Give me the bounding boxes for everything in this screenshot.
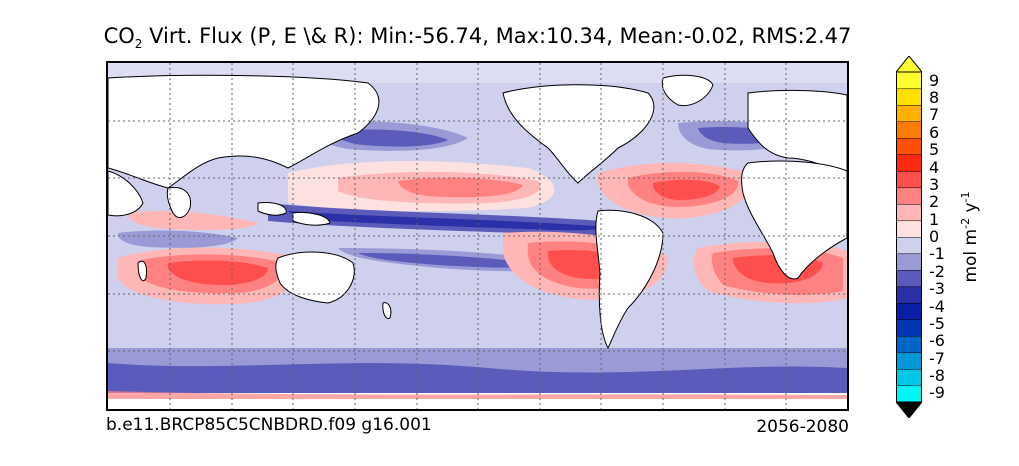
case-name: b.e11.BRCP85C5CNBDRD.f09 g16.001 <box>106 415 432 435</box>
colorbar-tick-label: 8 <box>929 88 940 108</box>
colorbar-ticks: 9 8 7 6 5 4 3 2 1 0 -1 -2 -3 -4 -5 -6 -7 -8 -9 <box>929 72 959 402</box>
colorbar-tick-label: 9 <box>929 70 940 90</box>
colorbar-segment <box>896 352 922 370</box>
year-range: 2056-2080 <box>756 417 849 437</box>
colorbar-segment <box>896 104 922 123</box>
colorbar-tick-label: 0 <box>929 227 940 246</box>
colorbar-segment <box>896 203 922 222</box>
colorbar-tick-label: 3 <box>929 174 940 194</box>
colorbar-segment <box>896 121 922 139</box>
colorbar-segment <box>896 170 922 189</box>
colorbar-tick-label: -3 <box>929 279 945 299</box>
colorbar-segment <box>896 286 922 304</box>
colorbar-tick-label: -8 <box>929 365 945 385</box>
colorbar-tick-label: -7 <box>929 348 945 368</box>
colorbar-tick-label: 5 <box>929 140 940 160</box>
plot-title: CO2 Virt. Flux (P, E \& R): Min:-56.74, … <box>103 24 852 52</box>
colorbar-segment <box>896 269 922 288</box>
colorbar-segment <box>896 302 922 321</box>
colorbar-segment <box>896 368 922 387</box>
colorbar-segment <box>896 71 922 90</box>
colorbar <box>896 56 922 418</box>
colorbar-segment <box>896 236 922 255</box>
colorbar-tick-label: 4 <box>929 157 940 177</box>
colorbar-label: mol m-2 y-1 <box>959 191 981 283</box>
colorbar-tick-label: 7 <box>929 105 940 125</box>
colorbar-tick-label: 1 <box>929 209 940 229</box>
colorbar-segment <box>896 319 922 337</box>
colorbar-segment <box>896 137 922 156</box>
colorbar-tick-label: 6 <box>929 122 940 142</box>
flux-map <box>106 61 849 411</box>
colorbar-segment <box>896 220 922 238</box>
colorbar-min-arrow <box>896 401 922 418</box>
colorbar-tick-label: -2 <box>929 261 945 281</box>
land <box>108 74 847 350</box>
colorbar-segment <box>896 385 922 403</box>
colorbar-segment <box>896 335 922 354</box>
grid-lines <box>108 63 847 409</box>
colorbar-tick-label: -5 <box>929 313 945 333</box>
colorbar-segment <box>896 154 922 172</box>
colorbar-max-arrow <box>896 56 922 73</box>
colorbar-tick-label: -4 <box>929 296 945 316</box>
colorbar-tick-label: -1 <box>929 244 945 264</box>
colorbar-tick-label: 2 <box>929 192 940 212</box>
colorbar-segment <box>896 187 922 205</box>
colorbar-tick-label: -6 <box>929 331 945 351</box>
colorbar-segment <box>896 253 922 271</box>
colorbar-segment <box>896 88 922 106</box>
colorbar-tick-label: -9 <box>929 383 945 403</box>
